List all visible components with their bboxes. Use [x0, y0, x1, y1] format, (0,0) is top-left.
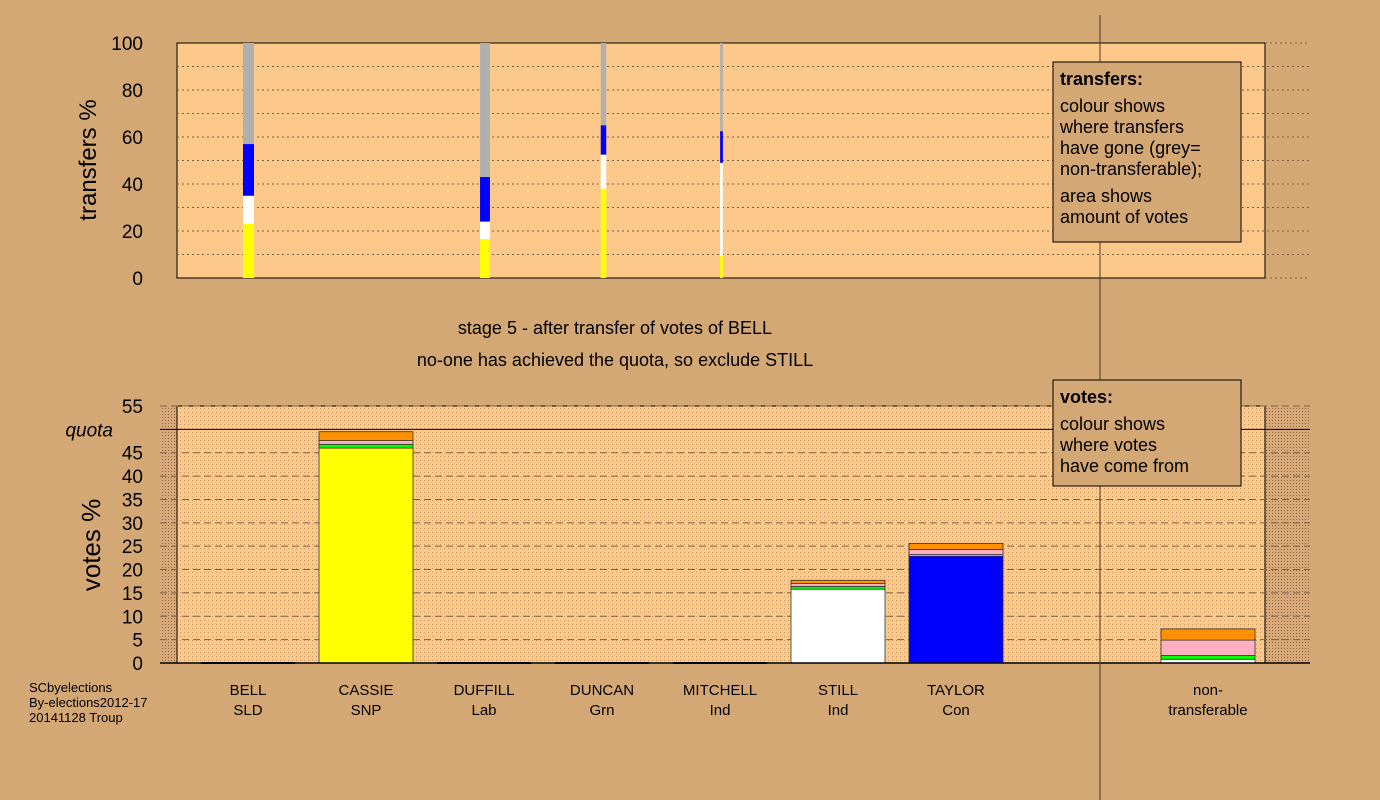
transfer-bar-segment-DUFFILL	[480, 43, 490, 177]
transfer-bar-segment-DUNCAN	[600, 125, 607, 155]
transfers-legend-title: transfers:	[1060, 69, 1143, 89]
votes-legend	[1052, 379, 1242, 487]
transfers-legend-text: where transfers	[1059, 117, 1184, 137]
candidate-party: SLD	[233, 702, 262, 719]
y-tick-label: 35	[122, 490, 143, 511]
votes-legend-title: votes:	[1060, 387, 1113, 407]
transfer-bar-segment-MITCHELL	[720, 162, 723, 256]
y-tick-label: 60	[122, 128, 143, 149]
vote-bar-segment-STILL	[790, 579, 886, 584]
vote-bar-segment-STILL	[790, 588, 886, 664]
votes-legend-text: where votes	[1059, 435, 1157, 455]
y-tick-label: 5	[132, 631, 143, 652]
transfers-legend-text: have gone (grey=	[1060, 138, 1201, 158]
y-tick-label: 0	[132, 269, 143, 290]
candidate-party: Con	[942, 702, 970, 719]
candidate-name: MITCHELL	[683, 682, 757, 699]
candidate-name: DUNCAN	[570, 682, 634, 699]
candidate-party: Grn	[589, 702, 614, 719]
transfers-legend-text: colour shows	[1060, 96, 1165, 116]
candidate-party: SNP	[351, 702, 382, 719]
y-tick-label: 20	[122, 561, 143, 582]
vote-bar-segment-CASSIE	[318, 431, 414, 441]
transfer-bar-segment-DUFFILL	[480, 238, 490, 278]
candidate-party: Ind	[828, 702, 849, 719]
vote-bar-segment-STILL	[790, 583, 886, 587]
stage-title: stage 5 - after transfer of votes of BEL…	[457, 318, 773, 338]
vote-bar-segment-CASSIE	[318, 440, 414, 445]
transfer-bar-segment-DUFFILL	[480, 176, 490, 222]
transfers-legend	[1052, 61, 1242, 243]
vote-bar-segment-non-	[1160, 628, 1256, 641]
candidate-name: DUFFILL	[454, 682, 515, 699]
footer-line: SCbyelections	[29, 680, 113, 695]
candidate-name: non-	[1193, 682, 1223, 699]
votes-legend-text: colour shows	[1060, 414, 1165, 434]
votes-legend-text: have come from	[1060, 456, 1189, 476]
candidate-party: transferable	[1168, 702, 1247, 719]
footer-line: 20141128 Troup	[29, 710, 123, 725]
vote-bar-segment-STILL	[790, 585, 886, 590]
transfer-bar-segment-DUNCAN	[600, 43, 607, 126]
transfer-bar-segment-BELL	[243, 223, 254, 278]
quota-label: quota	[65, 420, 113, 441]
vote-bar-segment-TAYLOR	[908, 549, 1004, 555]
vote-bar-segment-CASSIE	[318, 443, 414, 449]
transfer-bar-segment-MITCHELL	[720, 255, 723, 278]
candidate-name: TAYLOR	[927, 682, 985, 699]
vote-bar-segment-TAYLOR	[908, 542, 1004, 550]
y-tick-label: 55	[122, 397, 143, 418]
transfer-bar-segment-BELL	[243, 144, 254, 196]
y-tick-label: 25	[122, 537, 143, 558]
transfer-bar-segment-DUNCAN	[600, 188, 607, 278]
vote-bar-segment-TAYLOR	[908, 555, 1004, 664]
transfer-bar-segment-BELL	[243, 43, 254, 145]
stage-subtitle: no-one has achieved the quota, so exclud…	[416, 350, 814, 370]
y-tick-label: 80	[122, 81, 143, 102]
transfers-legend-text: non-transferable);	[1060, 159, 1202, 179]
vote-bar-segment-non-	[1160, 655, 1256, 660]
y-tick-label: 40	[122, 175, 143, 196]
y-tick-label: 20	[122, 222, 143, 243]
transfer-bar-segment-BELL	[243, 195, 254, 224]
candidate-name: CASSIE	[338, 682, 393, 699]
footer-line: By-elections2012-17	[29, 695, 148, 710]
y-axis-label: votes %	[76, 499, 106, 592]
candidate-name: STILL	[818, 682, 858, 699]
footer: SCbyelections By-elections2012-17 201411…	[29, 680, 148, 725]
y-axis-label: transfers %	[75, 99, 102, 220]
transfer-bar-segment-MITCHELL	[720, 131, 723, 163]
candidate-party: Lab	[471, 702, 496, 719]
transfer-bar-segment-MITCHELL	[720, 43, 723, 132]
y-tick-label: 45	[122, 444, 143, 465]
y-tick-label: 15	[122, 584, 143, 605]
candidate-name: BELL	[230, 682, 267, 699]
candidate-party: Ind	[710, 702, 731, 719]
y-tick-label: 10	[122, 607, 143, 628]
y-tick-label: 100	[111, 34, 143, 55]
y-tick-label: 30	[122, 514, 143, 535]
transfers-legend-text: area shows	[1060, 186, 1152, 206]
transfers-legend-text: amount of votes	[1060, 207, 1188, 227]
transfer-bar-segment-DUFFILL	[480, 221, 490, 239]
vote-bar-segment-non-	[1160, 639, 1256, 656]
transfer-bar-segment-DUNCAN	[600, 154, 607, 189]
vote-bar-segment-CASSIE	[318, 447, 414, 664]
y-tick-label: 0	[132, 654, 143, 675]
y-tick-label: 40	[122, 467, 143, 488]
